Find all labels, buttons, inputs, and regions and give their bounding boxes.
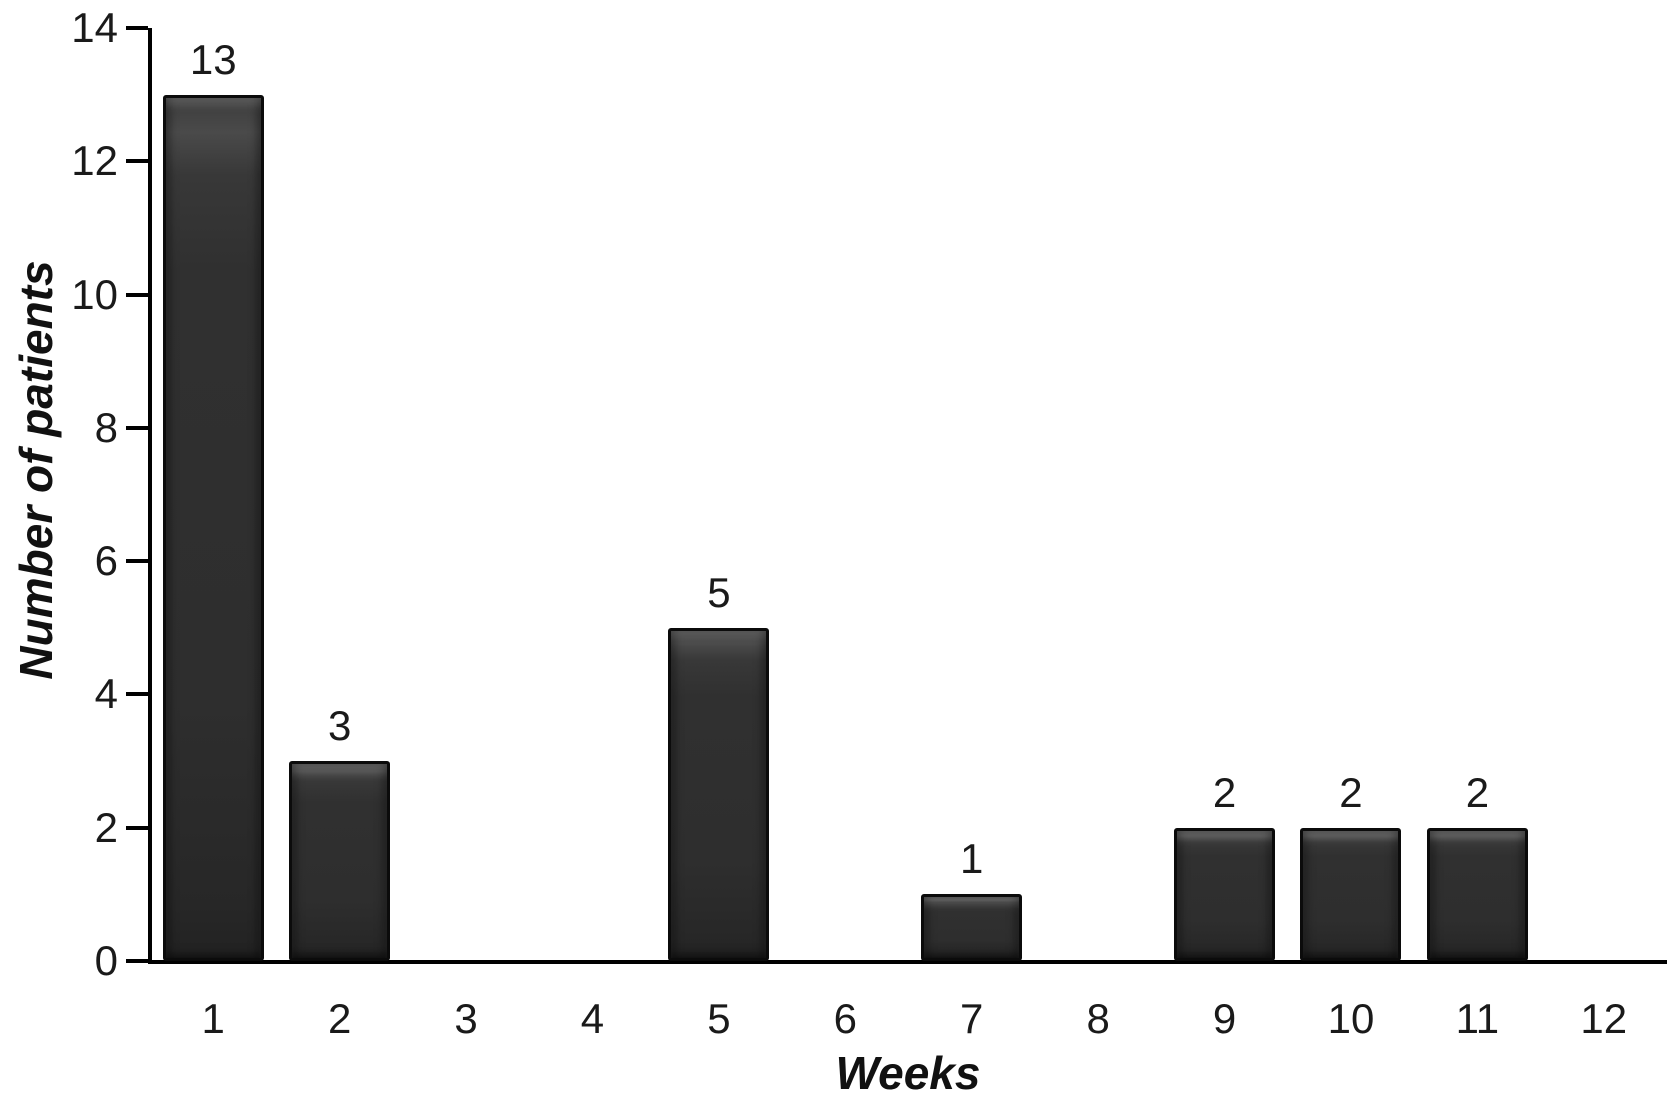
x-axis-title: Weeks — [835, 1047, 981, 1099]
x-tick-label-week-12: 12 — [1580, 995, 1628, 1042]
y-tick-mark — [126, 959, 148, 963]
y-tick-mark — [126, 292, 148, 297]
y-tick-label: 12 — [71, 137, 118, 185]
x-tick-label-week-1: 1 — [201, 995, 225, 1042]
bar-week-11 — [1426, 827, 1528, 961]
y-tick-label: 14 — [71, 4, 118, 51]
x-tick-label-week-11: 11 — [1455, 995, 1500, 1042]
x-tick-label-week-10: 10 — [1327, 995, 1375, 1042]
y-tick-label: 0 — [94, 937, 118, 984]
x-tick-label-week-6: 6 — [833, 995, 857, 1042]
y-tick-label: 8 — [94, 403, 118, 451]
bar-value-label: 2 — [1465, 768, 1490, 816]
bar-week-9 — [1174, 827, 1276, 961]
bar-week-2 — [289, 761, 391, 961]
bar-value-label: 3 — [327, 702, 352, 750]
y-tick-mark — [126, 559, 148, 564]
x-tick-label-week-7: 7 — [960, 995, 984, 1042]
bar-value-label: 1 — [960, 835, 984, 883]
bar-value-label: 13 — [189, 35, 237, 83]
y-tick-mark — [126, 692, 148, 697]
y-tick-mark — [126, 159, 148, 164]
x-tick-label-week-2: 2 — [327, 995, 352, 1042]
y-tick-mark — [126, 26, 148, 30]
bar-week-10 — [1300, 827, 1402, 961]
y-tick-label: 6 — [94, 537, 118, 585]
y-axis-title: Number of patients — [10, 260, 62, 680]
bar-value-label: 5 — [707, 568, 731, 616]
x-tick-label-week-9: 9 — [1212, 995, 1237, 1042]
y-tick-label: 2 — [94, 803, 118, 851]
bar-value-label: 2 — [1339, 768, 1363, 816]
x-axis-line — [148, 960, 1667, 964]
x-tick-label-week-4: 4 — [580, 995, 605, 1042]
x-tick-label-week-8: 8 — [1086, 995, 1110, 1042]
x-tick-label-week-3: 3 — [454, 995, 478, 1042]
bar-week-5 — [668, 627, 770, 961]
y-tick-label: 10 — [71, 270, 118, 318]
bar-value-label: 2 — [1212, 768, 1237, 816]
bar-week-7 — [921, 894, 1023, 961]
y-tick-label: 4 — [94, 670, 118, 718]
x-tick-label-week-5: 5 — [707, 995, 731, 1042]
y-axis-line — [148, 28, 152, 964]
bar-week-1 — [162, 94, 264, 961]
y-tick-mark — [126, 825, 148, 830]
y-tick-mark — [126, 425, 148, 430]
